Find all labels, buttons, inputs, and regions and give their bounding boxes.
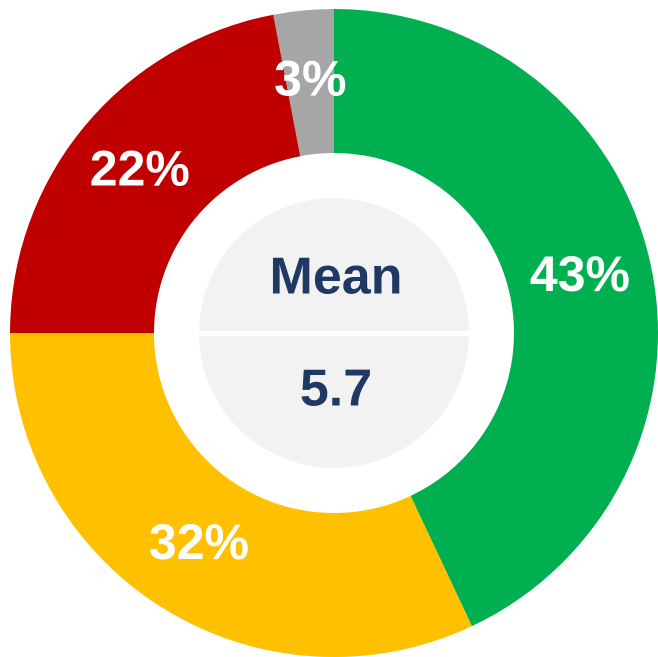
center-divider <box>190 331 480 336</box>
donut-slice <box>273 9 334 157</box>
donut-slice <box>10 14 301 334</box>
data-label: 3% <box>274 50 346 106</box>
data-label: 22% <box>90 141 190 197</box>
donut-slice <box>10 333 472 657</box>
data-label: 32% <box>149 514 249 570</box>
center-label: Mean <box>270 248 403 306</box>
donut-slice <box>334 9 658 627</box>
center-value: 5.7 <box>300 360 372 418</box>
data-label: 43% <box>530 246 630 302</box>
